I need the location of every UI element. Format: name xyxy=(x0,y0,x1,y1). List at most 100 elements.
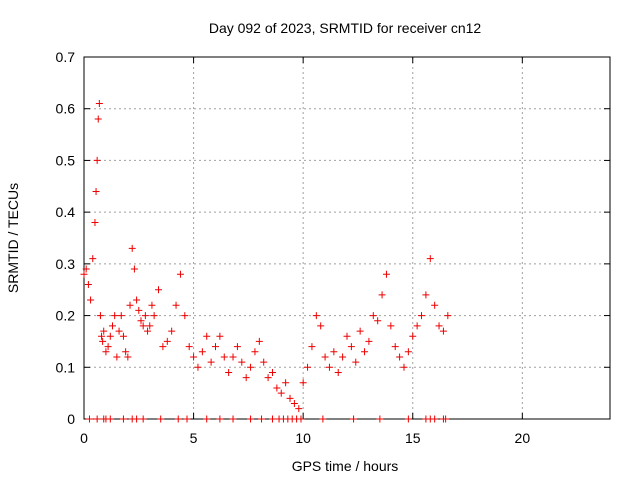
y-tick-label: 0 xyxy=(67,411,75,427)
data-point xyxy=(93,415,101,423)
data-point xyxy=(198,348,206,356)
data-point xyxy=(133,296,141,304)
data-point xyxy=(159,343,167,351)
data-point xyxy=(87,296,95,304)
data-point xyxy=(350,415,358,423)
data-point xyxy=(444,312,452,320)
data-point xyxy=(413,322,421,330)
data-point xyxy=(295,405,303,413)
data-point xyxy=(89,255,97,263)
data-point xyxy=(418,312,426,320)
data-point xyxy=(312,312,320,320)
data-point xyxy=(183,415,191,423)
data-point xyxy=(203,332,211,340)
x-tick-label: 5 xyxy=(190,430,198,446)
data-point xyxy=(391,343,399,351)
x-axis-label: GPS time / hours xyxy=(292,458,399,474)
data-point xyxy=(155,286,163,294)
data-point xyxy=(135,306,143,314)
data-point xyxy=(308,343,316,351)
data-point xyxy=(273,384,281,392)
data-point xyxy=(352,358,360,366)
data-point xyxy=(297,415,305,423)
data-point xyxy=(387,322,395,330)
data-point xyxy=(251,348,259,356)
data-point xyxy=(277,389,285,397)
data-point xyxy=(282,379,290,387)
data-point xyxy=(435,322,443,330)
data-point xyxy=(124,353,132,361)
data-point xyxy=(141,312,149,320)
data-point xyxy=(106,415,114,423)
data-point xyxy=(157,415,165,423)
tick-layer: 0 0.1 0.2 0.3 0.4 0.5 0.6 0.7 0 5 10 15 20 xyxy=(56,49,610,446)
data-point xyxy=(247,415,255,423)
data-point xyxy=(172,301,180,309)
data-point xyxy=(365,337,373,345)
data-point xyxy=(91,218,99,226)
chart-title: Day 092 of 2023, SRMTID for receiver cn1… xyxy=(209,20,482,36)
data-point xyxy=(96,312,104,320)
data-point xyxy=(190,353,198,361)
data-point xyxy=(119,415,127,423)
data-point xyxy=(212,343,219,351)
y-axis-label: SRMTID / TECUs xyxy=(5,183,21,293)
data-point xyxy=(264,374,272,382)
data-point xyxy=(225,368,233,376)
data-point xyxy=(233,343,241,351)
data-point xyxy=(99,337,107,345)
data-point xyxy=(378,291,386,299)
data-point xyxy=(94,115,102,123)
data-point xyxy=(92,187,100,195)
x-tick-label: 0 xyxy=(80,430,88,446)
data-point xyxy=(247,363,255,371)
data-point xyxy=(426,255,434,263)
data-point xyxy=(80,270,88,278)
data-point xyxy=(168,327,176,335)
data-point xyxy=(106,332,114,340)
data-point xyxy=(382,270,390,278)
data-point xyxy=(216,332,224,340)
x-tick-label: 20 xyxy=(515,430,531,446)
data-point xyxy=(409,332,417,340)
data-point xyxy=(85,415,93,423)
data-point xyxy=(242,374,250,382)
data-point xyxy=(128,244,136,252)
data-point xyxy=(174,415,182,423)
y-tick-label: 0.1 xyxy=(56,359,76,375)
y-tick-label: 0.3 xyxy=(56,256,76,272)
data-point xyxy=(238,358,246,366)
data-point xyxy=(258,415,266,423)
data-point xyxy=(163,337,171,345)
data-point xyxy=(176,270,184,278)
data-point xyxy=(361,348,369,356)
data-point xyxy=(343,332,351,340)
data-point xyxy=(95,100,103,108)
data-point xyxy=(122,348,130,356)
data-point xyxy=(376,415,384,423)
data-point xyxy=(111,312,119,320)
data-point xyxy=(422,291,430,299)
data-point xyxy=(431,415,439,423)
data-point xyxy=(104,343,112,351)
y-tick-label: 0.2 xyxy=(56,308,76,324)
data-point xyxy=(148,301,156,309)
data-point xyxy=(319,415,327,423)
data-point xyxy=(133,415,141,423)
data-point xyxy=(139,322,147,330)
data-point xyxy=(396,353,404,361)
data-points xyxy=(80,100,452,423)
data-point xyxy=(102,348,110,356)
data-point xyxy=(82,265,90,273)
data-point xyxy=(194,363,202,371)
y-tick-label: 0.4 xyxy=(56,204,76,220)
y-tick-label: 0.7 xyxy=(56,49,76,65)
x-tick-label: 15 xyxy=(405,430,421,446)
data-point xyxy=(220,353,228,361)
data-point xyxy=(207,358,215,366)
data-point xyxy=(84,281,92,289)
data-point xyxy=(339,353,347,361)
data-point xyxy=(299,379,307,387)
